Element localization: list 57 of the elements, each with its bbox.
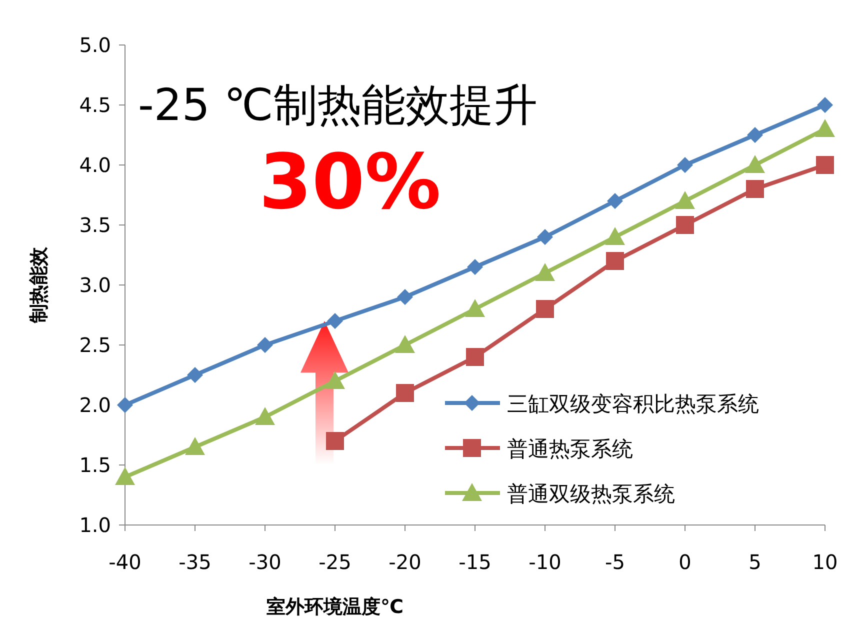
point — [746, 180, 764, 198]
point — [325, 371, 345, 389]
point — [257, 337, 273, 353]
y-axis-title: 制热能效 — [28, 246, 50, 324]
point — [605, 227, 625, 245]
legend-label: 普通双级热泵系统 — [507, 482, 675, 506]
point — [535, 263, 555, 281]
annotation: 30% — [259, 137, 441, 226]
point — [466, 348, 484, 366]
point — [745, 155, 765, 173]
legend-label: 三缸双级变容积比热泵系统 — [507, 392, 759, 416]
point — [606, 252, 624, 270]
y-tick-label: 3.5 — [79, 213, 111, 237]
point — [255, 407, 275, 425]
y-tick-label: 1.5 — [79, 453, 111, 477]
point — [465, 299, 485, 317]
x-tick-label: -15 — [458, 550, 492, 574]
point — [815, 119, 835, 137]
point — [395, 335, 415, 353]
point — [397, 289, 413, 305]
y-tick-label: 1.0 — [79, 513, 111, 537]
point — [816, 156, 834, 174]
y-tick-label: 5.0 — [79, 33, 111, 57]
x-tick-label: -35 — [178, 550, 212, 574]
y-tick-label: 4.0 — [79, 153, 111, 177]
point — [327, 313, 343, 329]
x-axis-title: 室外环境温度℃ — [266, 596, 404, 618]
point — [326, 432, 344, 450]
y-tick-label: 2.5 — [79, 333, 111, 357]
point — [536, 300, 554, 318]
x-tick-label: -10 — [528, 550, 562, 574]
point — [817, 97, 833, 113]
point — [747, 127, 763, 143]
point — [117, 397, 133, 413]
x-tick-label: -20 — [388, 550, 422, 574]
x-tick-label: -30 — [248, 550, 282, 574]
point — [187, 367, 203, 383]
y-tick-label: 3.0 — [79, 273, 111, 297]
point — [185, 437, 205, 455]
point — [676, 216, 694, 234]
x-tick-label: 10 — [812, 550, 838, 574]
point — [467, 259, 483, 275]
x-tick-label: -40 — [108, 550, 142, 574]
point — [675, 191, 695, 209]
point — [115, 467, 135, 485]
legend-label: 普通热泵系统 — [507, 437, 633, 461]
x-tick-label: 0 — [678, 550, 692, 574]
x-tick-label: 5 — [748, 550, 762, 574]
x-tick-label: -5 — [605, 550, 625, 574]
annotation: -25 ℃制热能效提升 — [138, 80, 538, 131]
y-tick-label: 4.5 — [79, 93, 111, 117]
point — [607, 193, 623, 209]
point — [537, 229, 553, 245]
point — [396, 384, 414, 402]
point — [677, 157, 693, 173]
y-tick-label: 2.0 — [79, 393, 111, 417]
x-tick-label: -25 — [318, 550, 352, 574]
